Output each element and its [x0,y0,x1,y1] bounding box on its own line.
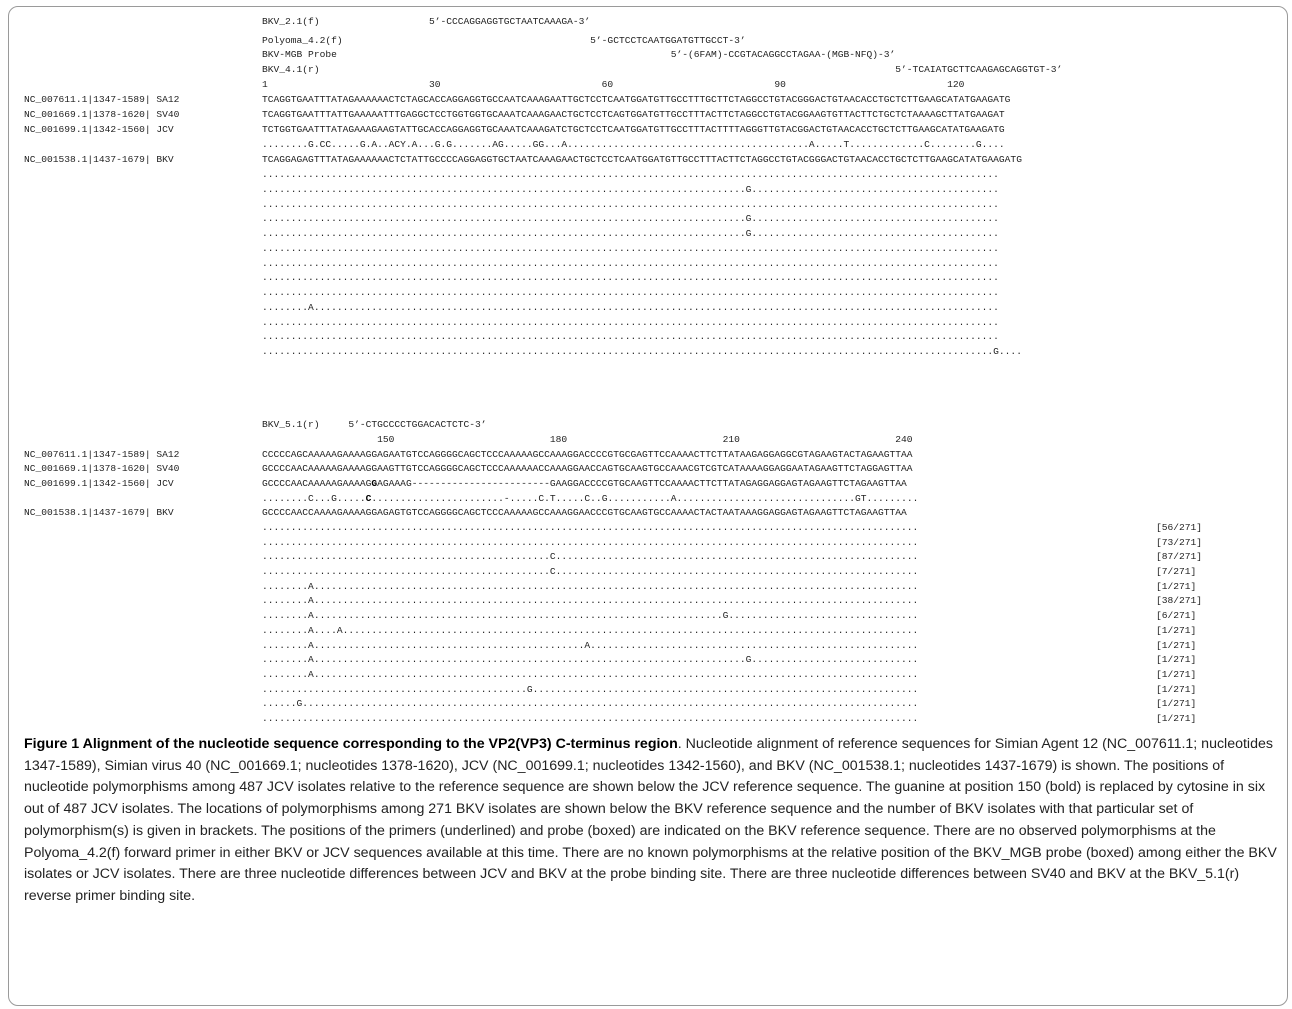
caption-body: . Nucleotide alignment of reference sequ… [24,736,1277,904]
isolate-count: [1/271] [1156,684,1197,695]
ref-label-sv40: NC_001669.1|1378-1620| SV40 [24,109,180,120]
bkv-variant-row: ........................................… [262,243,999,254]
ref-seq-sa12: TCAGGTGAATTTATAGAAAAAACTCTAGCACCAGGAGGTG… [262,94,1011,105]
bkv-variant-row: ........A...............................… [262,595,919,606]
ref-seq-bkv: TCAGGAGAGTTTATAGAAAAAACTCTATTGCCCCAGGAGG… [262,154,1022,165]
isolate-count: [38/271] [1156,595,1203,606]
isolate-count: [1/271] [1156,625,1197,636]
figure-caption: Figure 1 Alignment of the nucleotide seq… [24,734,1278,908]
bkv-variant-row: ........................................… [262,713,919,724]
bkv-variant-row: ........................................… [262,684,919,695]
bkv-variant-row: ........................................… [262,199,999,210]
bkv-variant-row: ........................................… [262,346,1022,357]
bkv-variant-row: ........A...............................… [262,654,919,665]
bkv-variant-row: ........................................… [262,228,999,239]
bkv-variant-row: ........................................… [262,537,919,548]
bkv-variant-row: ........A...............................… [262,640,919,651]
bkv-variant-row: ........................................… [262,184,999,195]
position-ruler-1: 1 30 60 90 120 [262,79,965,90]
primer-bkv-4-1: BKV_4.1(r) 5’-TCAIATGCTTCAAGAGCAGGTGT-3’ [262,64,1063,75]
bkv-variant-row: ........................................… [262,258,999,269]
bkv-variant-row: ........A...............................… [262,669,919,680]
isolate-count: [1/271] [1156,713,1197,724]
primer-bkv-2-1: BKV_2.1(f) 5’-CCCAGGAGGTGCTAATCAAAGA-3’ [262,16,591,27]
isolate-count: [87/271] [1156,551,1203,562]
bkv-variant-row: ........................................… [262,317,999,328]
ref-label-bkv: NC_001538.1|1437-1679| BKV [24,154,174,165]
isolate-count: [1/271] [1156,698,1197,709]
ref-label-jcv: NC_001699.1|1342-1560| JCV [24,478,174,489]
bkv-variant-row: ........................................… [262,551,919,562]
bold-guanine-150: G [371,478,378,489]
ref-seq-sv40: TCAGGTGAATTTATTGAAAAATTTGAGGCTCCTGGTGGTG… [262,109,1005,120]
ref-seq-jcv: TCTGGTGAATTTATAGAAAGAAGTATTGCACCAGGAGGTG… [262,124,1005,135]
figure-frame [8,6,1288,1006]
bold-cytosine-150: C [365,493,372,504]
caption-title: Figure 1 Alignment of the nucleotide seq… [24,736,678,752]
isolate-count: [1/271] [1156,640,1197,651]
isolate-count: [1/271] [1156,654,1197,665]
jcv-polymorphisms: ........C...G.....C.....................… [262,493,919,504]
position-ruler-2: 150 180 210 240 [262,434,913,445]
isolate-count: [1/271] [1156,581,1197,592]
bkv-variant-row: ........A....A..........................… [262,625,919,636]
bkv-variant-row: ........................................… [262,522,919,533]
ref-label-sa12: NC_007611.1|1347-1589| SA12 [24,449,180,460]
bkv-variant-row: ........A...............................… [262,302,999,313]
primer-polyoma-4-2: Polyoma_4.2(f) 5’-GCTCCTCAATGGATGTTGCCT-… [262,35,746,46]
ref-label-bkv: NC_001538.1|1437-1679| BKV [24,507,174,518]
isolate-count: [6/271] [1156,610,1197,621]
isolate-count: [73/271] [1156,537,1203,548]
primer-bkv-5-1: BKV_5.1(r) 5’-CTGCCCCTGGACACTCTC-3’ [262,419,487,430]
bkv-variant-row: ........................................… [262,566,919,577]
bkv-variant-row: ........A...............................… [262,610,919,621]
bkv-variant-row: ........................................… [262,331,999,342]
bkv-variant-row: ........................................… [262,272,999,283]
ref-label-sa12: NC_007611.1|1347-1589| SA12 [24,94,180,105]
bkv-variant-row: ........A...............................… [262,581,919,592]
probe-bkv-mgb: BKV-MGB Probe 5’-(6FAM)-CCGTACAGGCCTAGAA… [262,49,896,60]
ref-label-jcv: NC_001699.1|1342-1560| JCV [24,124,174,135]
bkv-variant-row: ........................................… [262,169,999,180]
jcv-polymorphisms: ........G.CC.....G.A..ACY.A...G.G.......… [262,139,1005,150]
ref-seq-bkv: GCCCCAACCAAAAGAAAAGGAGAGTGTCCAGGGGCAGCTC… [262,507,907,518]
isolate-count: [56/271] [1156,522,1203,533]
ref-label-sv40: NC_001669.1|1378-1620| SV40 [24,463,180,474]
ref-seq-sv40: GCCCCAACAAAAAGAAAAGGAAGTTGTCCAGGGGCAGCTC… [262,463,913,474]
bkv-variant-row: ........................................… [262,287,999,298]
ref-seq-jcv: GCCCCAACAAAAAGAAAAGGAGAAAG--------------… [262,478,907,489]
bkv-variant-row: ........................................… [262,213,999,224]
ref-seq-sa12: CCCCCAGCAAAAAGAAAAGGAGAATGTCCAGGGGCAGCTC… [262,449,913,460]
bkv-variant-row: ......G.................................… [262,698,919,709]
isolate-count: [1/271] [1156,669,1197,680]
isolate-count: [7/271] [1156,566,1197,577]
